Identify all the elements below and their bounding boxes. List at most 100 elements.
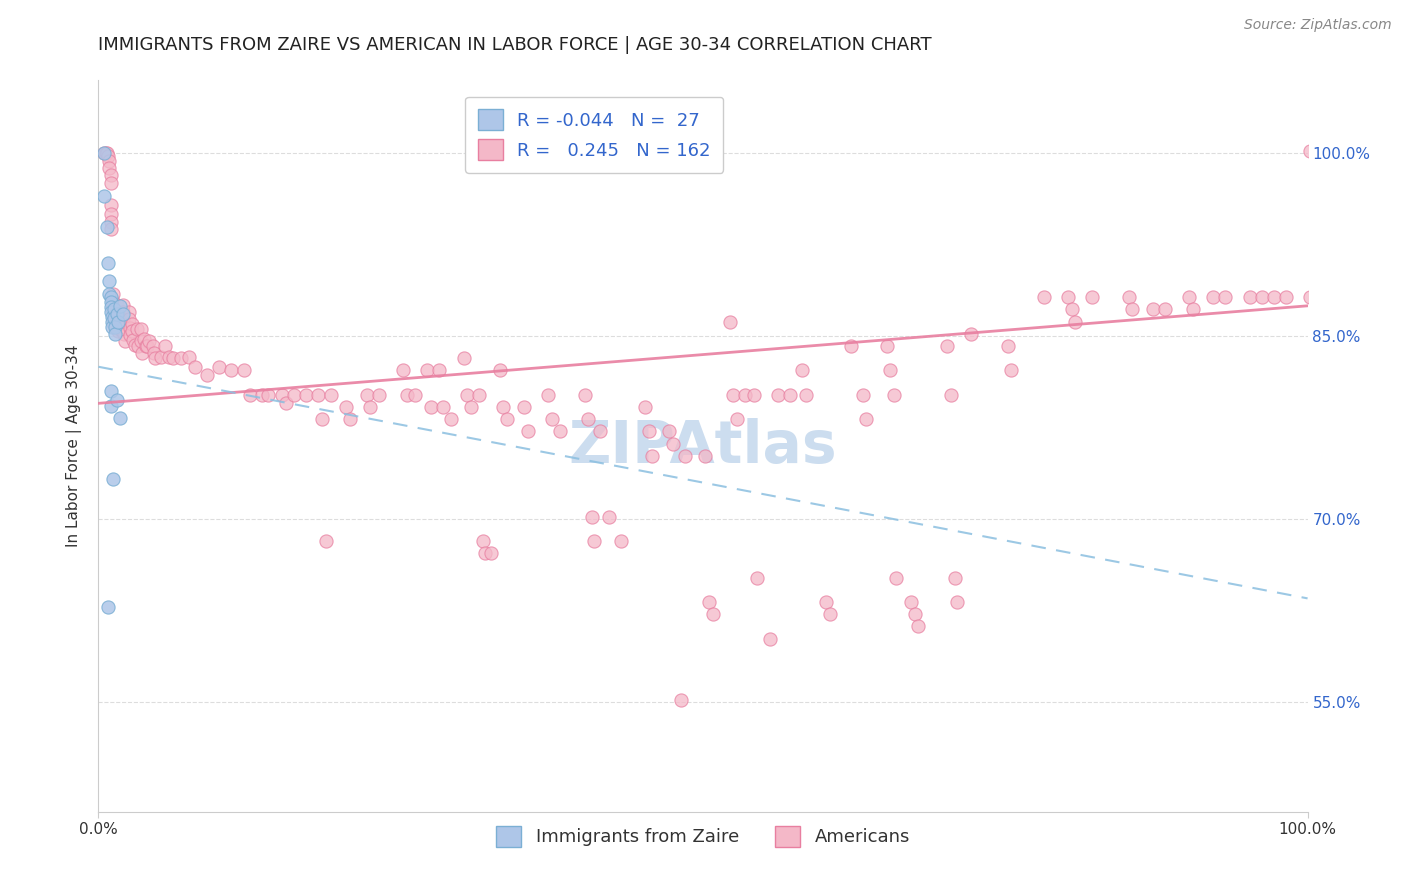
Point: [1033, 290, 1056, 304]
Point: [111, 307, 134, 321]
Point: [96, 146, 118, 161]
Point: [1154, 302, 1177, 317]
Point: [114, 334, 136, 348]
Point: [100, 305, 122, 319]
Point: [104, 319, 127, 334]
Point: [105, 312, 128, 326]
Text: IMMIGRANTS FROM ZAIRE VS AMERICAN IN LABOR FORCE | AGE 30-34 CORRELATION CHART: IMMIGRANTS FROM ZAIRE VS AMERICAN IN LAB…: [98, 36, 932, 54]
Point: [124, 338, 146, 352]
Point: [1299, 290, 1322, 304]
Point: [1181, 302, 1204, 317]
Point: [610, 534, 633, 549]
Point: [658, 425, 681, 439]
Point: [671, 692, 693, 706]
Point: [98, 286, 121, 301]
Point: [1299, 144, 1322, 158]
Point: [283, 388, 305, 402]
Point: [108, 305, 131, 319]
Point: [111, 305, 134, 319]
Text: Source: ZipAtlas.com: Source: ZipAtlas.com: [1244, 18, 1392, 32]
Point: [295, 388, 318, 402]
Point: [339, 412, 361, 426]
Point: [1202, 290, 1225, 304]
Point: [100, 315, 122, 329]
Point: [127, 322, 149, 336]
Point: [907, 619, 929, 633]
Point: [392, 363, 415, 377]
Point: [742, 388, 765, 402]
Point: [1118, 290, 1140, 304]
Point: [195, 368, 218, 383]
Point: [513, 400, 536, 414]
Point: [157, 350, 180, 364]
Point: [143, 351, 166, 366]
Point: [360, 400, 382, 414]
Point: [879, 363, 901, 377]
Point: [118, 305, 141, 319]
Point: [104, 326, 127, 341]
Point: [93, 146, 115, 161]
Point: [852, 388, 875, 402]
Point: [108, 319, 131, 334]
Point: [108, 411, 131, 425]
Point: [718, 315, 741, 329]
Point: [221, 363, 243, 377]
Point: [100, 197, 122, 211]
Point: [702, 607, 724, 622]
Point: [574, 388, 596, 402]
Point: [100, 399, 122, 413]
Point: [208, 359, 231, 374]
Point: [98, 275, 121, 289]
Point: [460, 400, 482, 414]
Point: [429, 363, 451, 377]
Point: [100, 295, 122, 310]
Point: [779, 388, 801, 402]
Point: [97, 256, 120, 270]
Point: [274, 396, 297, 410]
Point: [232, 363, 254, 377]
Point: [127, 339, 149, 353]
Point: [641, 449, 664, 463]
Point: [105, 305, 128, 319]
Point: [1275, 290, 1298, 304]
Point: [900, 595, 922, 609]
Point: [904, 607, 927, 622]
Point: [105, 297, 128, 311]
Point: [540, 412, 562, 426]
Point: [1057, 290, 1080, 304]
Point: [118, 312, 141, 326]
Text: ZIPAtlas: ZIPAtlas: [568, 417, 838, 475]
Legend: Immigrants from Zaire, Americans: Immigrants from Zaire, Americans: [489, 819, 917, 854]
Point: [943, 571, 966, 585]
Point: [134, 332, 156, 346]
Point: [1000, 363, 1022, 377]
Point: [420, 400, 443, 414]
Point: [1060, 302, 1083, 317]
Point: [581, 509, 603, 524]
Point: [131, 346, 153, 360]
Point: [516, 425, 538, 439]
Point: [1081, 290, 1104, 304]
Point: [98, 161, 121, 175]
Point: [101, 295, 124, 310]
Point: [315, 534, 337, 549]
Point: [946, 595, 969, 609]
Point: [96, 219, 118, 234]
Point: [939, 388, 962, 402]
Point: [250, 388, 273, 402]
Point: [138, 334, 160, 348]
Point: [1215, 290, 1237, 304]
Point: [256, 388, 278, 402]
Point: [110, 323, 132, 337]
Point: [637, 425, 659, 439]
Point: [103, 302, 125, 317]
Point: [93, 189, 115, 203]
Point: [1142, 302, 1164, 317]
Point: [98, 153, 121, 168]
Point: [725, 412, 748, 426]
Point: [747, 571, 769, 585]
Point: [107, 325, 129, 339]
Point: [101, 472, 124, 486]
Point: [112, 319, 135, 334]
Point: [319, 388, 342, 402]
